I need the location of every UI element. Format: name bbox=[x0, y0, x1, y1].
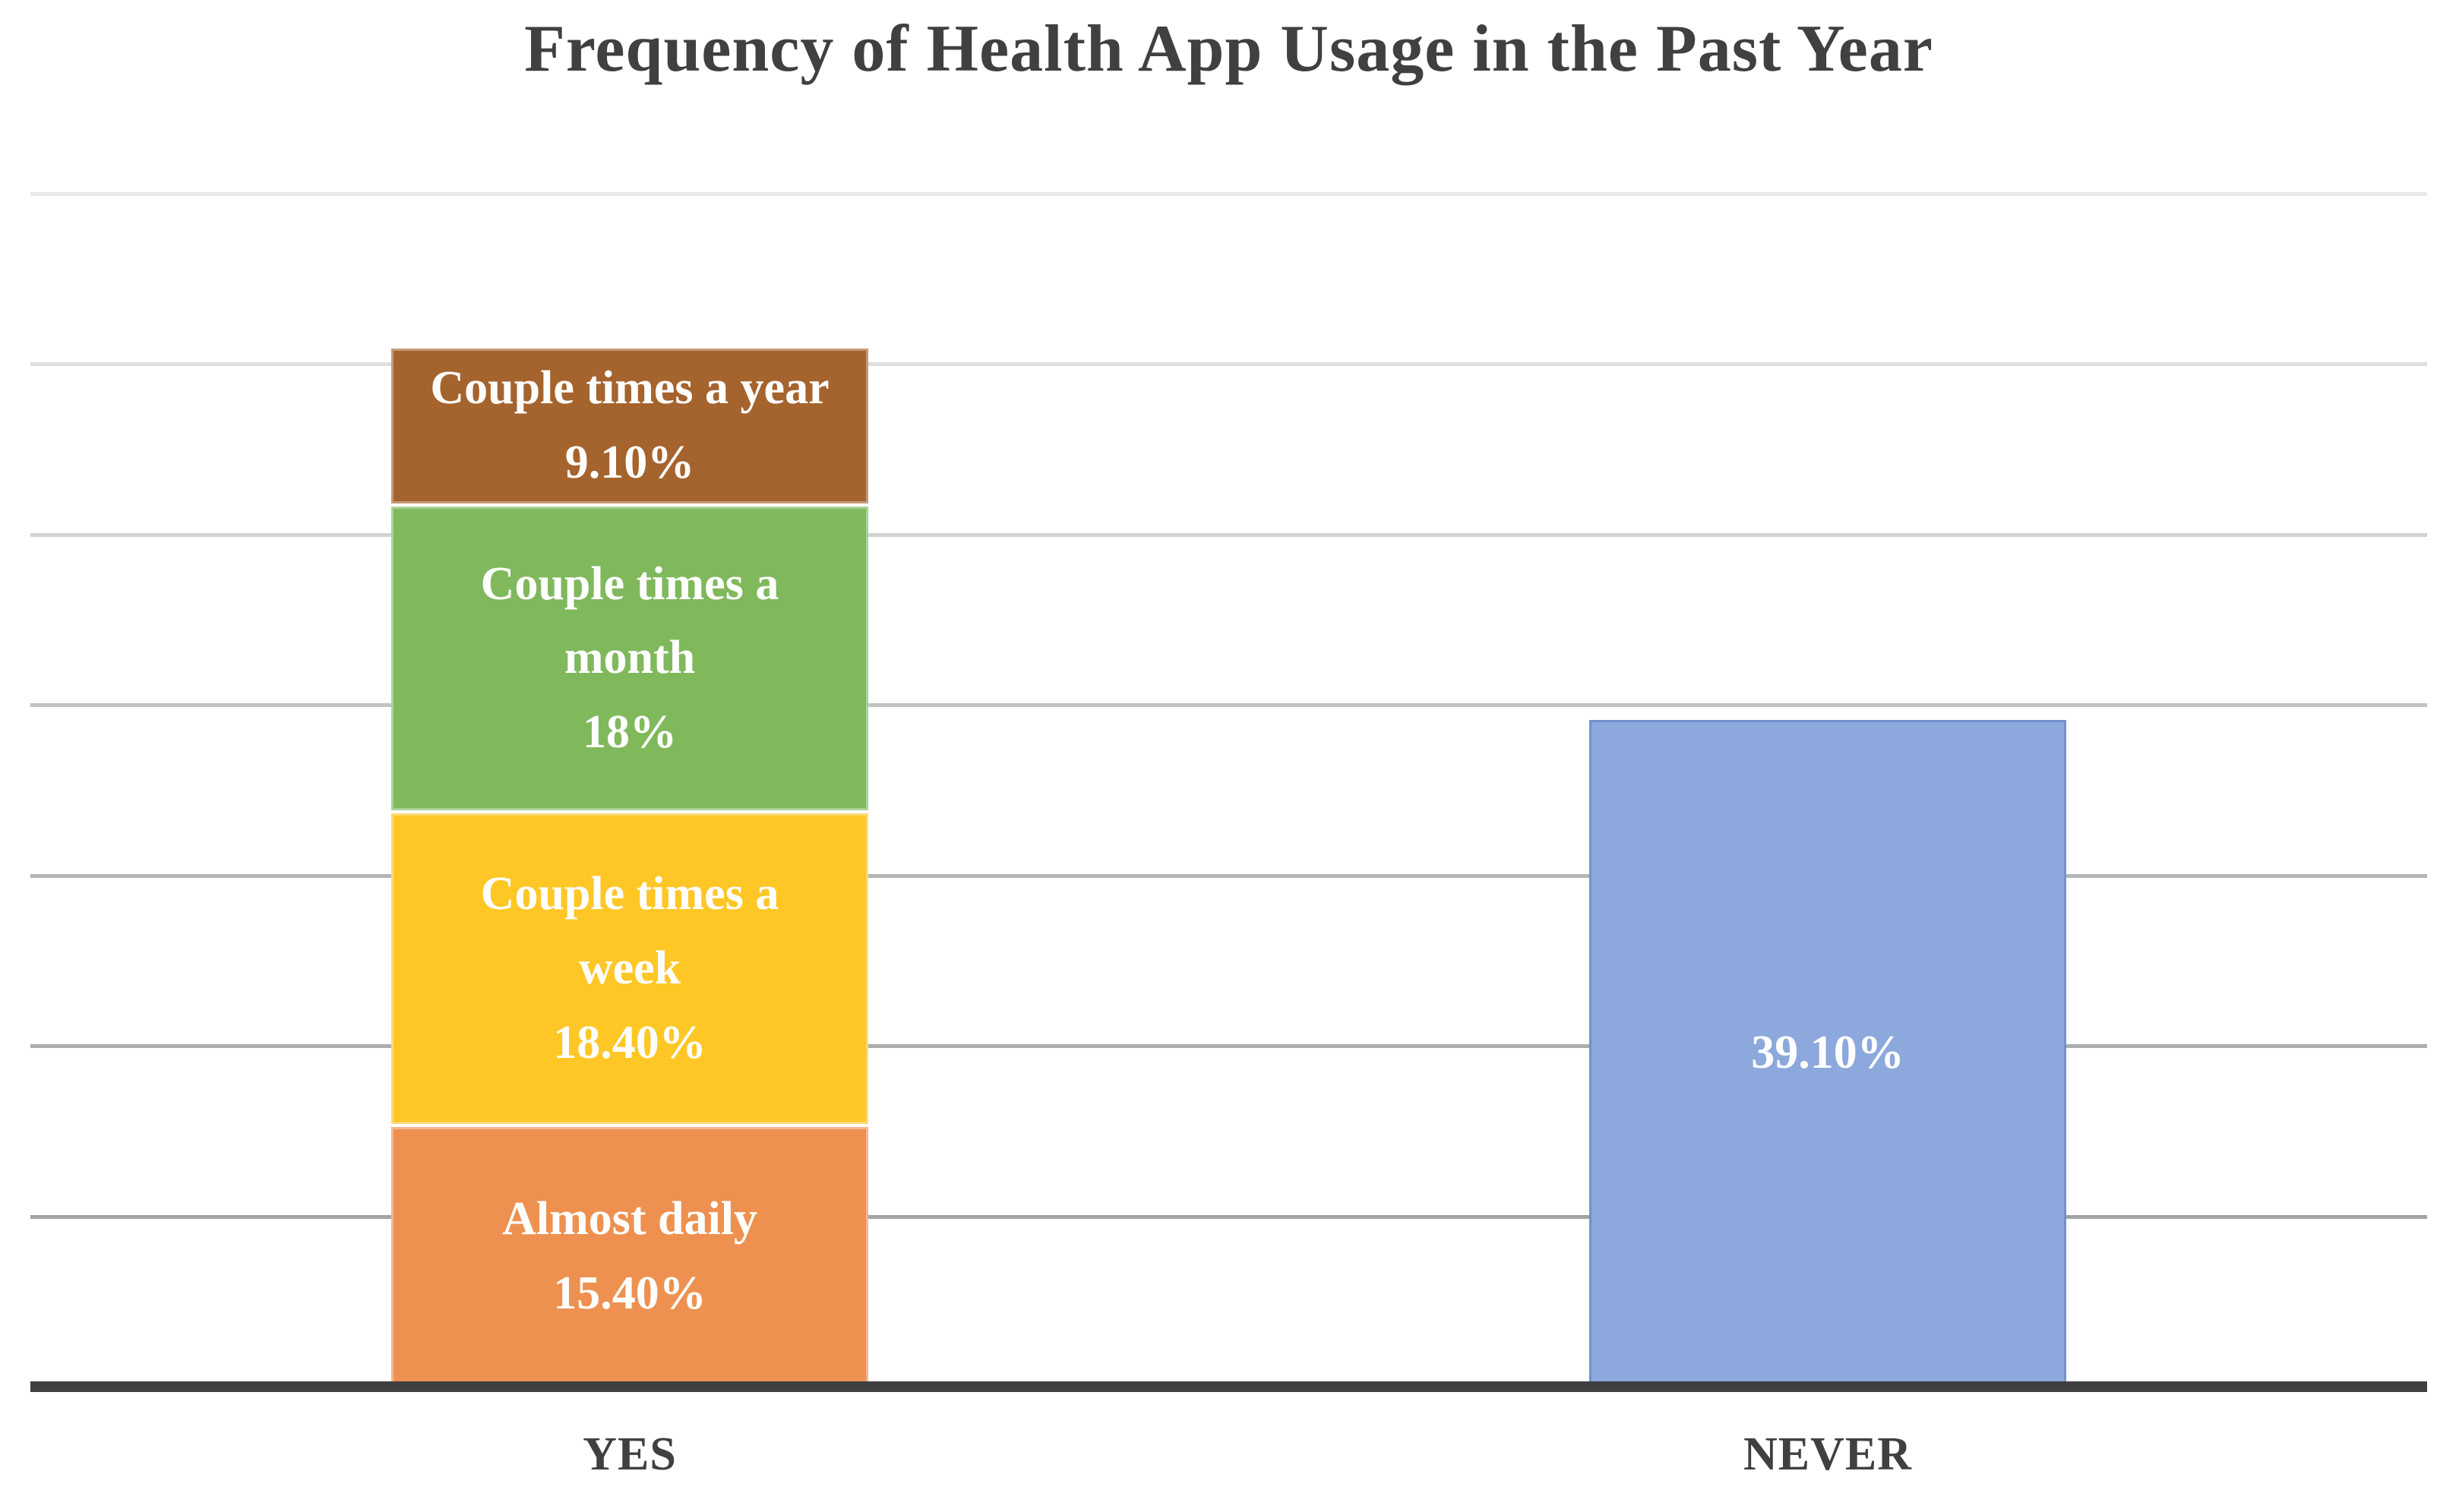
x-tick-label-never: NEVER bbox=[1743, 1428, 1913, 1480]
segment-label-couple-times-a-week: Couple times a week 18.40% bbox=[481, 857, 779, 1081]
x-axis-line bbox=[30, 1381, 2427, 1392]
gridline-30pct bbox=[30, 873, 2427, 878]
gridline-60pct bbox=[30, 362, 2427, 367]
segment-value-label: 9.10% bbox=[564, 437, 695, 489]
segment-value-label: 39.10% bbox=[1751, 1027, 1904, 1079]
segment-label-line: Couple times a year bbox=[430, 362, 830, 415]
segment-couple-times-a-year: Couple times a year 9.10% bbox=[391, 349, 868, 504]
gridline-20pct bbox=[30, 1044, 2427, 1049]
segment-value-label: 18% bbox=[583, 706, 677, 759]
segment-label-couple-times-a-year: Couple times a year 9.10% bbox=[430, 352, 829, 500]
segment-label-line: month bbox=[564, 632, 696, 684]
segment-label-couple-times-a-month: Couple times a month 18% bbox=[481, 548, 779, 771]
segment-value-label: 15.40% bbox=[553, 1267, 706, 1320]
segment-value-label: 18.40% bbox=[553, 1016, 706, 1069]
segment-never: 39.10% bbox=[1589, 720, 2066, 1387]
gridline-10pct bbox=[30, 1214, 2427, 1219]
segment-label-line: Couple times a bbox=[480, 557, 779, 610]
x-tick-label-yes: YES bbox=[583, 1428, 677, 1480]
gridline-70pct bbox=[30, 192, 2427, 196]
segment-couple-times-a-week: Couple times a week 18.40% bbox=[391, 810, 868, 1125]
segment-label-line: week bbox=[578, 942, 681, 994]
segment-label-line: Couple times a bbox=[480, 867, 779, 920]
gridline-40pct bbox=[30, 703, 2427, 708]
segment-label-never: 39.10% bbox=[1751, 1016, 1904, 1091]
segment-couple-times-a-month: Couple times a month 18% bbox=[391, 503, 868, 811]
segment-almost-daily: Almost daily 15.40% bbox=[391, 1124, 868, 1387]
segment-label-line: Almost daily bbox=[502, 1193, 757, 1245]
segment-label-almost-daily: Almost daily 15.40% bbox=[502, 1182, 757, 1331]
gridline-50pct bbox=[30, 532, 2427, 537]
chart-title: Frequency of Health App Usage in the Pas… bbox=[524, 12, 1933, 86]
